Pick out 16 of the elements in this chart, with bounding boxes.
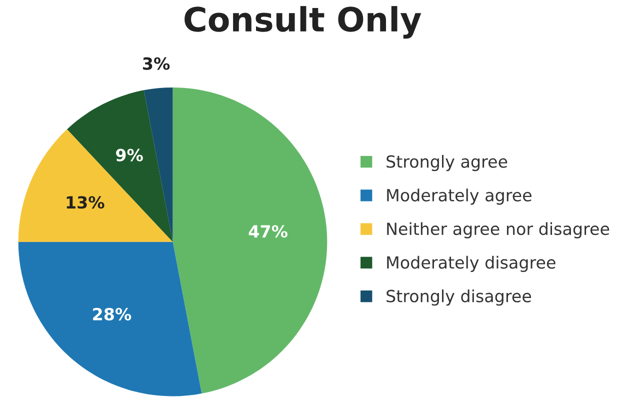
pie-slice [172, 87, 328, 394]
chart-title: Consult Only [184, 6, 422, 39]
pie-slice [18, 129, 173, 242]
pie-slice [67, 90, 173, 242]
legend-label: Strongly agree [386, 154, 508, 172]
data-label: 13% [66, 196, 104, 209]
data-label: 28% [93, 308, 132, 320]
data-label: 9% [116, 148, 143, 162]
data-label: 47% [248, 225, 288, 238]
data-label: 3% [143, 57, 170, 70]
legend-label: Moderately agree [387, 188, 532, 205]
pie-slice [144, 87, 173, 242]
pie-slice [18, 242, 202, 396]
legend-label: Neither agree nor disagree [387, 222, 610, 238]
legend-label: Strongly disagree [386, 289, 532, 306]
legend-label: Moderately disagree [387, 256, 556, 272]
